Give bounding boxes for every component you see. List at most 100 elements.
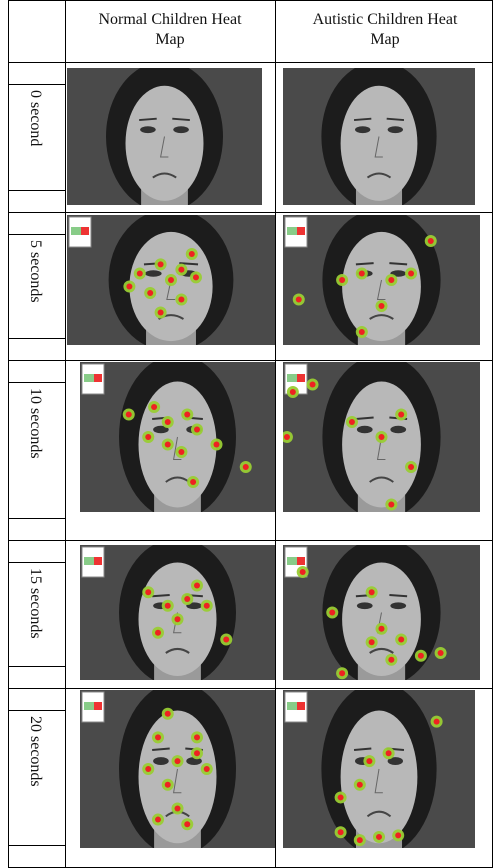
brow (355, 262, 374, 266)
heat-spot-core (358, 329, 365, 335)
heat-spot-core (368, 589, 375, 596)
eye (140, 126, 156, 134)
legend-swatch (287, 374, 297, 382)
face (138, 710, 217, 844)
face (129, 231, 213, 342)
heat-map-image (67, 68, 262, 205)
heat-spot-core (188, 251, 195, 257)
mouth (366, 172, 392, 179)
face (138, 381, 217, 508)
face (340, 85, 418, 201)
heat-spot-core (194, 750, 200, 757)
face (342, 381, 421, 508)
brow (389, 262, 408, 266)
nose (159, 136, 169, 158)
heat-spot-core (289, 389, 296, 395)
heat-spot-core (378, 434, 385, 440)
heat-spot-core (339, 670, 346, 677)
heat-spot-core (337, 794, 344, 801)
face (342, 231, 421, 342)
heat-spot-core (126, 283, 133, 290)
heat-spot-core (194, 582, 200, 589)
legend-swatch (297, 227, 305, 235)
legend-swatch (71, 227, 81, 235)
nose (374, 768, 383, 794)
legend-swatch (81, 227, 89, 235)
legend-swatch (287, 557, 297, 565)
heat-spot-core (388, 501, 395, 508)
heat-spot-core (157, 309, 164, 316)
image-art (283, 68, 475, 205)
eye (387, 757, 403, 766)
eye (153, 757, 169, 766)
heat-spot-core (427, 238, 434, 244)
heat-spot-core (174, 616, 181, 623)
heat-spot-core (388, 277, 395, 283)
heat-spot-core (309, 381, 316, 388)
mouth (366, 810, 392, 818)
legend-swatch (84, 374, 94, 382)
heat-spot-core (203, 602, 210, 609)
mouth (165, 647, 190, 654)
heat-spot-core (155, 629, 161, 636)
heat-spot-core (356, 781, 363, 788)
mouth (369, 647, 394, 654)
brow (172, 117, 190, 122)
heat-spot-core (155, 734, 161, 741)
heat-spot-core (184, 596, 191, 602)
heat-spot-core (184, 411, 191, 418)
heat-spot-core (125, 411, 132, 418)
heat-spot-core (178, 449, 185, 455)
heat-spot-core (151, 404, 158, 410)
brow (152, 593, 170, 598)
heat-spot-core (242, 464, 249, 470)
heat-spot-core (164, 441, 171, 448)
face (340, 710, 418, 844)
heat-spot-core (147, 290, 154, 296)
heat-spot-core (378, 625, 385, 632)
heat-spot-core (194, 734, 200, 741)
row-label: 10 seconds (27, 388, 44, 459)
heat-map-image (283, 545, 480, 680)
legend-swatch (84, 557, 94, 565)
row-label: 15 seconds (27, 568, 44, 639)
legend-swatch (94, 702, 102, 710)
heat-spot-core (168, 277, 174, 283)
nose (173, 436, 182, 460)
heat-spot-core (329, 609, 336, 616)
nose (374, 136, 383, 158)
legend-swatch (94, 374, 102, 382)
eye (355, 126, 371, 134)
heat-spot-core (145, 589, 152, 596)
heat-map-image (80, 545, 275, 680)
heat-spot-core (398, 411, 405, 418)
image-art (80, 690, 275, 848)
heat-spot-core (194, 426, 200, 433)
column-header: Normal Children Heat Map (98, 11, 242, 48)
heat-map-image (283, 215, 480, 345)
nose (166, 279, 176, 300)
heat-spot-core (145, 766, 152, 772)
row-label: 0 second (27, 90, 44, 147)
heat-spot-core (184, 821, 191, 828)
image-art (67, 68, 262, 205)
heat-spot-core (395, 832, 402, 839)
brow (152, 747, 170, 752)
heat-map-image (283, 690, 475, 848)
heat-spot-core (283, 434, 290, 440)
eye (153, 425, 169, 434)
row-label: 5 seconds (27, 240, 44, 303)
heat-spot-core (164, 419, 171, 425)
heat-spot-core (356, 837, 363, 844)
mouth (165, 476, 190, 483)
heat-spot-core (408, 464, 415, 470)
heat-spot-core (348, 419, 355, 425)
eye (186, 757, 202, 766)
image-art (80, 545, 275, 680)
heat-spot-core (295, 296, 302, 303)
heat-spot-core (433, 718, 440, 725)
brow (353, 117, 372, 122)
heat-spot-core (358, 270, 365, 277)
image-art (283, 215, 480, 345)
mouth (152, 172, 177, 179)
